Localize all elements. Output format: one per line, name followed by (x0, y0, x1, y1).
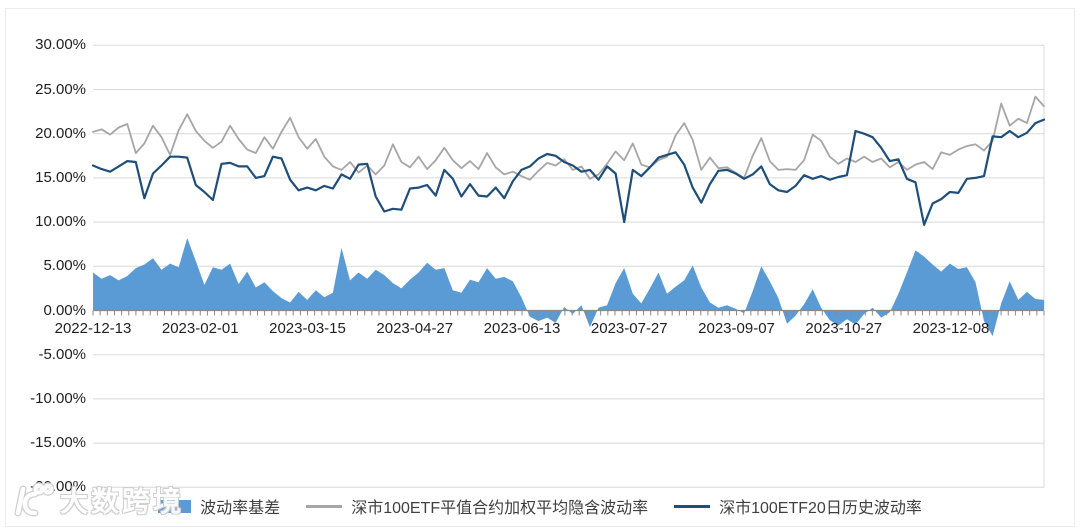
legend-line-swatch (674, 504, 711, 508)
x-tick-label: 2023-02-01 (161, 320, 239, 337)
x-tick-label: 2023-12-08 (912, 320, 990, 337)
y-tick-label: -15.00% (30, 434, 86, 452)
legend: 波动率基差 深市100ETF平值合约加权平均隐含波动率 深市100ETF20日历史波… (0, 494, 1080, 518)
y-tick-label: -10.00% (30, 389, 86, 407)
x-tick-label: 2023-10-27 (805, 320, 883, 337)
x-tick-label: 2023-09-07 (698, 320, 775, 337)
x-tick-label: 2023-06-13 (483, 320, 561, 337)
y-tick-label: 0.00% (43, 301, 86, 319)
y-tick-label: 30.00% (35, 36, 86, 54)
y-tick-label: 10.00% (35, 213, 86, 231)
x-tick-label: 2023-04-27 (376, 320, 454, 337)
y-tick-label: -5.00% (38, 345, 86, 363)
legend-label: 深市100ETF平值合约加权平均隐含波动率 (351, 500, 649, 517)
y-tick-label: 25.00% (35, 80, 86, 98)
series-area-basis (93, 238, 1044, 337)
y-tick-label: 5.00% (43, 257, 86, 275)
x-tick-label: 2022-12-13 (54, 320, 132, 337)
x-tick-label: 2023-03-15 (269, 320, 346, 337)
y-tick-label: 15.00% (35, 168, 86, 186)
legend-item: 深市100ETF20日历史波动率 (674, 494, 922, 518)
y-tick-label: 20.00% (35, 124, 86, 142)
legend-area-swatch (158, 499, 192, 513)
legend-line-swatch (306, 504, 343, 508)
legend-item: 深市100ETF平值合约加权平均隐含波动率 (306, 494, 648, 518)
legend-label: 深市100ETF20日历史波动率 (719, 500, 922, 517)
legend-item: 波动率基差 (158, 494, 280, 518)
series-line-hist-vol (91, 118, 1046, 226)
x-tick-label: 2023-07-27 (590, 320, 668, 337)
legend-label: 波动率基差 (200, 500, 281, 517)
